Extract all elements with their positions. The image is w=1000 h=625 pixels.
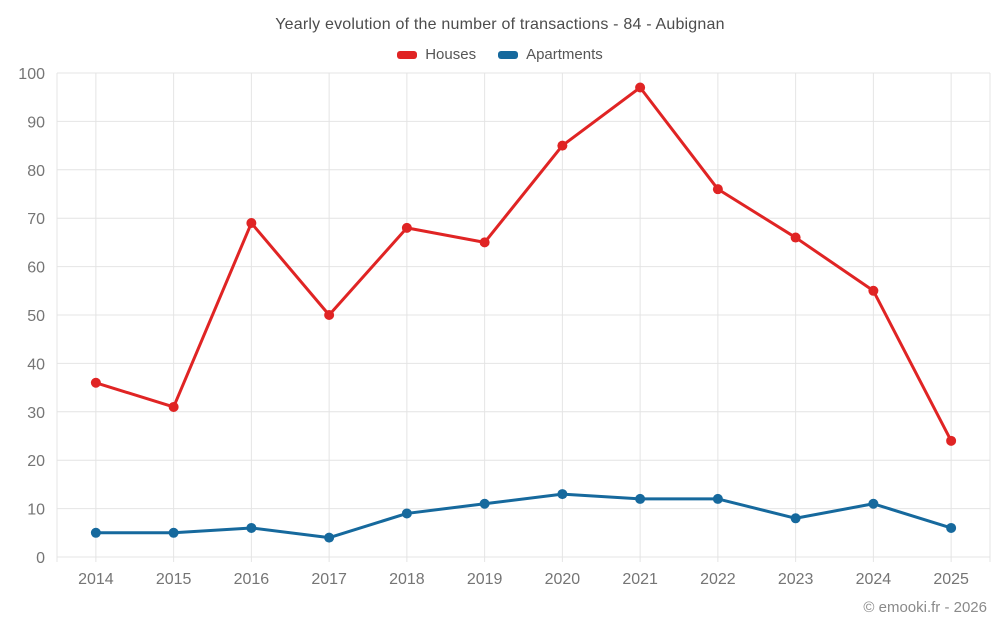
houses-series-point[interactable]	[790, 232, 801, 243]
legend-item-houses[interactable]: Houses	[397, 46, 476, 63]
legend-label: Apartments	[526, 46, 603, 63]
houses-series-point[interactable]	[868, 285, 879, 296]
apartments-series-point[interactable]	[90, 527, 101, 538]
x-axis-tick-label: 2020	[545, 571, 581, 588]
y-axis-tick-label: 50	[27, 308, 45, 325]
houses-series-point[interactable]	[712, 184, 723, 195]
legend-item-apartments[interactable]: Apartments	[498, 46, 603, 63]
apartments-series-point[interactable]	[712, 493, 723, 504]
apartments-series-point[interactable]	[401, 508, 412, 519]
x-axis-tick-label: 2015	[156, 571, 192, 588]
houses-series-point[interactable]	[635, 82, 646, 93]
apartments-series-point[interactable]	[635, 493, 646, 504]
x-axis-tick-label: 2025	[933, 571, 969, 588]
x-axis-tick-label: 2024	[856, 571, 892, 588]
apartments-series-point[interactable]	[790, 513, 801, 524]
chart-title: Yearly evolution of the number of transa…	[275, 16, 725, 33]
x-axis-tick-label: 2023	[778, 571, 814, 588]
apartments-series-point[interactable]	[868, 498, 879, 509]
x-axis-tick-label: 2014	[78, 571, 114, 588]
x-axis-tick-label: 2017	[311, 571, 347, 588]
apartments-series-point[interactable]	[246, 522, 257, 533]
houses-series-point[interactable]	[946, 435, 957, 446]
y-axis-tick-label: 90	[27, 114, 45, 131]
apartments-series-point[interactable]	[324, 532, 335, 543]
apartments-series-point[interactable]	[168, 527, 179, 538]
x-axis-tick-label: 2021	[622, 571, 658, 588]
copyright-credit: © emooki.fr - 2026	[863, 599, 987, 616]
x-axis-tick-label: 2018	[389, 571, 425, 588]
houses-series-point[interactable]	[168, 401, 179, 412]
houses-series-point[interactable]	[324, 310, 335, 320]
legend-label: Houses	[425, 46, 477, 63]
apartments-series-point[interactable]	[946, 522, 957, 533]
x-axis-tick-label: 2016	[234, 571, 270, 588]
y-axis-tick-label: 60	[27, 260, 45, 277]
houses-series-point[interactable]	[557, 140, 568, 151]
apartments-series-point[interactable]	[557, 489, 568, 500]
y-axis-tick-label: 20	[27, 453, 45, 470]
legend-swatch-apartments-icon	[498, 50, 519, 59]
apartments-series-line	[94, 492, 953, 540]
y-axis-tick-label: 10	[27, 502, 45, 519]
y-axis-tick-label: 0	[36, 550, 45, 567]
houses-series-line	[94, 86, 953, 443]
x-axis-tick-label: 2022	[700, 571, 736, 588]
y-axis-tick-label: 30	[27, 405, 45, 422]
houses-series-point[interactable]	[90, 377, 101, 388]
y-axis-tick-label: 100	[18, 66, 45, 83]
houses-series-point[interactable]	[401, 222, 412, 233]
houses-series-point[interactable]	[479, 237, 490, 248]
apartments-series-point[interactable]	[479, 498, 490, 509]
houses-series-point[interactable]	[246, 218, 257, 229]
y-axis-tick-label: 40	[27, 356, 45, 373]
chart-legend: Houses Apartments	[0, 46, 1000, 63]
x-axis-tick-label: 2019	[467, 571, 503, 588]
y-axis-tick-label: 70	[27, 211, 45, 228]
legend-swatch-houses-icon	[397, 50, 418, 59]
y-axis-tick-label: 80	[27, 163, 45, 180]
